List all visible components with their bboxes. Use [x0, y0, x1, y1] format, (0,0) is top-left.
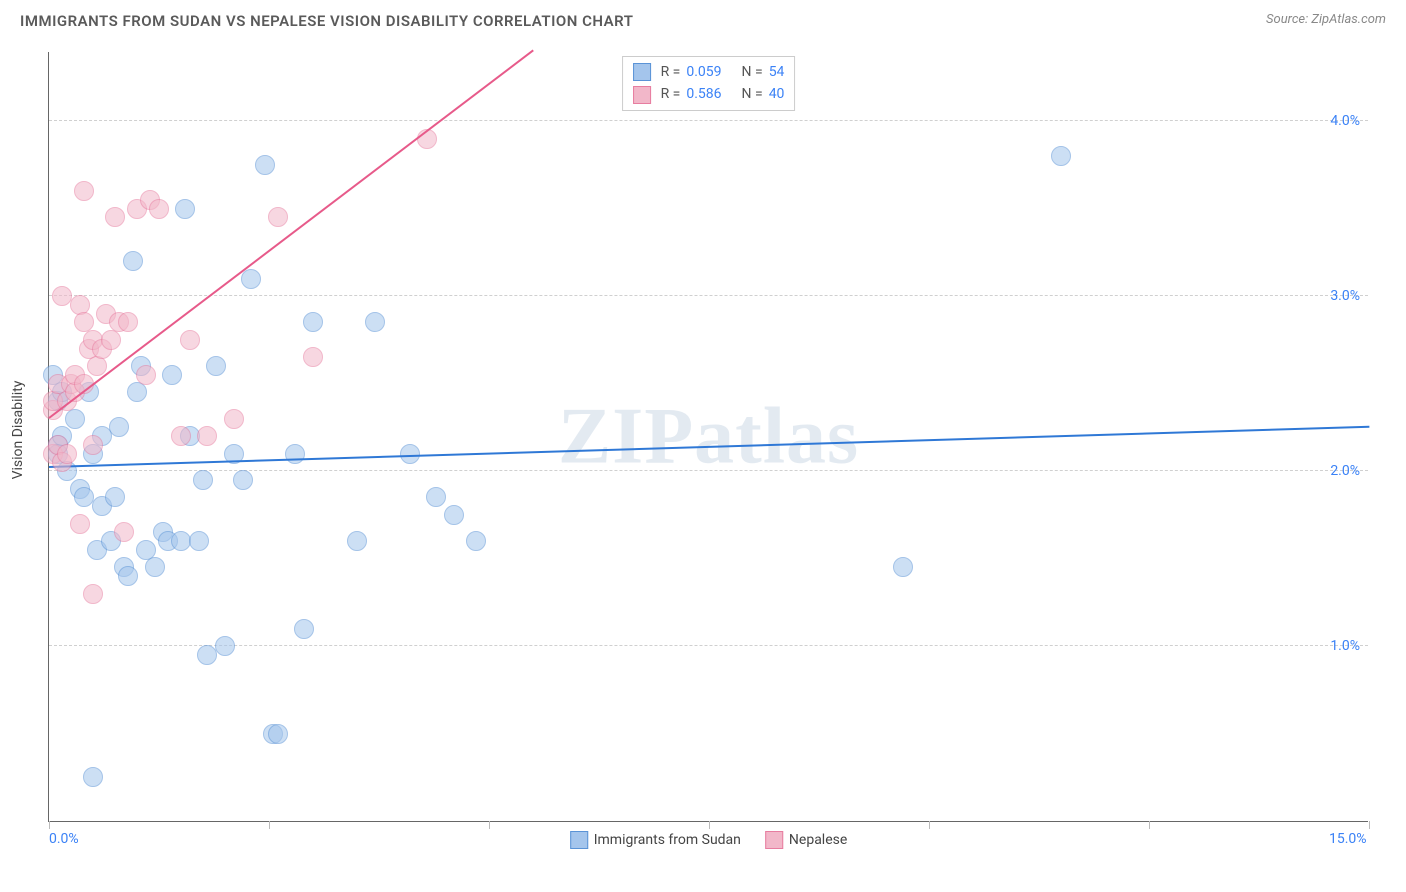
- data-point: [114, 522, 134, 542]
- r-label: R =: [661, 83, 681, 105]
- data-point: [180, 330, 200, 350]
- data-point: [400, 444, 420, 464]
- data-point: [118, 566, 138, 586]
- swatch-icon: [570, 831, 588, 849]
- x-tick: [489, 821, 490, 829]
- data-point: [149, 199, 169, 219]
- data-point: [171, 426, 191, 446]
- data-point: [206, 356, 226, 376]
- y-tick-label: 2.0%: [1330, 463, 1360, 479]
- data-point: [255, 155, 275, 175]
- data-point: [118, 312, 138, 332]
- data-point: [83, 435, 103, 455]
- data-point: [127, 382, 147, 402]
- grid-line: [49, 120, 1368, 121]
- data-point: [1051, 146, 1071, 166]
- x-tick: [929, 821, 930, 829]
- data-point: [109, 417, 129, 437]
- y-axis-label: Vision Disability: [10, 381, 26, 480]
- x-tick: [1369, 821, 1370, 829]
- data-point: [70, 514, 90, 534]
- grid-line: [49, 295, 1368, 296]
- data-point: [74, 181, 94, 201]
- legend-label: Immigrants from Sudan: [594, 832, 741, 848]
- data-point: [466, 531, 486, 551]
- swatch-icon: [633, 86, 651, 104]
- data-point: [893, 557, 913, 577]
- n-value: 54: [769, 61, 785, 83]
- r-value: 0.059: [686, 61, 721, 83]
- stats-legend-row: R = 0.586 N = 40: [633, 83, 785, 105]
- data-point: [268, 207, 288, 227]
- data-point: [426, 487, 446, 507]
- data-point: [105, 487, 125, 507]
- trend-line: [49, 425, 1369, 467]
- r-label: R =: [661, 61, 681, 83]
- n-value: 40: [769, 83, 785, 105]
- x-tick-label: 15.0%: [1329, 831, 1367, 847]
- data-point: [268, 724, 288, 744]
- legend-item: Immigrants from Sudan: [570, 831, 741, 849]
- data-point: [294, 619, 314, 639]
- trend-line: [48, 49, 533, 418]
- x-tick: [269, 821, 270, 829]
- scatter-chart: ZIPatlas R = 0.059 N = 54 R = 0.586 N = …: [48, 52, 1368, 822]
- data-point: [101, 330, 121, 350]
- data-point: [136, 365, 156, 385]
- y-tick-label: 1.0%: [1330, 638, 1360, 654]
- data-point: [233, 470, 253, 490]
- data-point: [105, 207, 125, 227]
- data-point: [193, 470, 213, 490]
- watermark: ZIPatlas: [558, 391, 859, 482]
- r-value: 0.586: [686, 83, 721, 105]
- header: IMMIGRANTS FROM SUDAN VS NEPALESE VISION…: [0, 0, 1406, 38]
- data-point: [444, 505, 464, 525]
- data-point: [224, 409, 244, 429]
- source-attribution: Source: ZipAtlas.com: [1266, 12, 1386, 27]
- chart-title: IMMIGRANTS FROM SUDAN VS NEPALESE VISION…: [20, 12, 633, 30]
- data-point: [57, 444, 77, 464]
- data-point: [83, 767, 103, 787]
- legend-label: Nepalese: [789, 832, 847, 848]
- swatch-icon: [765, 831, 783, 849]
- data-point: [83, 584, 103, 604]
- y-tick-label: 3.0%: [1330, 288, 1360, 304]
- x-tick: [49, 821, 50, 829]
- x-tick: [1149, 821, 1150, 829]
- stats-legend-row: R = 0.059 N = 54: [633, 61, 785, 83]
- series-legend: Immigrants from Sudan Nepalese: [570, 831, 848, 849]
- data-point: [215, 636, 235, 656]
- x-tick-label: 0.0%: [49, 831, 79, 847]
- data-point: [241, 269, 261, 289]
- grid-line: [49, 645, 1368, 646]
- x-tick: [709, 821, 710, 829]
- n-label: N =: [742, 83, 763, 105]
- data-point: [303, 312, 323, 332]
- data-point: [365, 312, 385, 332]
- data-point: [347, 531, 367, 551]
- swatch-icon: [633, 63, 651, 81]
- n-label: N =: [742, 61, 763, 83]
- data-point: [145, 557, 165, 577]
- data-point: [123, 251, 143, 271]
- data-point: [162, 365, 182, 385]
- data-point: [303, 347, 323, 367]
- stats-legend: R = 0.059 N = 54 R = 0.586 N = 40: [622, 56, 796, 111]
- legend-item: Nepalese: [765, 831, 847, 849]
- data-point: [189, 531, 209, 551]
- data-point: [197, 426, 217, 446]
- data-point: [65, 409, 85, 429]
- y-tick-label: 4.0%: [1330, 113, 1360, 129]
- data-point: [175, 199, 195, 219]
